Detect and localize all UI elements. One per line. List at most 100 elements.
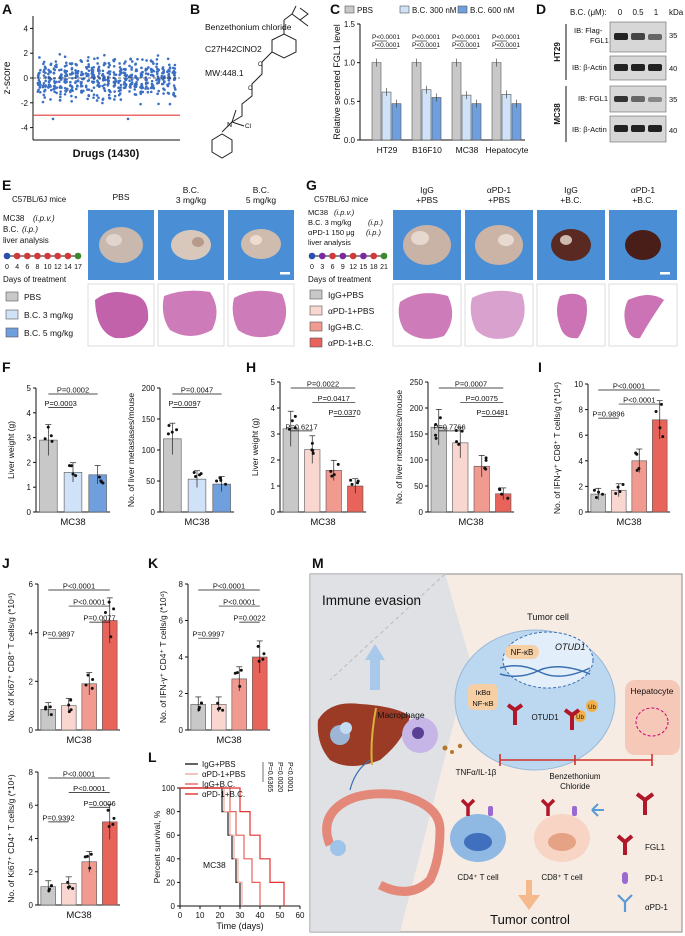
g-photo-title-1a: IgG — [420, 185, 434, 195]
a-point — [44, 67, 47, 70]
h-right-data-point — [500, 492, 504, 496]
k-data-point — [261, 657, 265, 661]
j-top-data-point — [44, 705, 48, 709]
timeline-dot — [329, 252, 336, 260]
a-point — [81, 73, 84, 76]
a-point — [149, 73, 153, 77]
a-point — [55, 65, 58, 69]
a-point — [124, 60, 127, 63]
l-y-tick-label: 20 — [166, 878, 175, 887]
f-left-data-point — [50, 439, 54, 443]
d-row-label-4: IB: β-Actin — [572, 125, 607, 134]
f-left-data-point — [97, 475, 101, 479]
f-right-p-value: P=0.0097 — [169, 399, 201, 408]
a-point — [166, 84, 169, 87]
h-left-x-label: MC38 — [310, 517, 335, 528]
i-data-point — [616, 485, 620, 489]
timeline-dot — [370, 252, 378, 260]
a-point — [55, 86, 58, 89]
g-photo-title-3b: +B.C. — [560, 195, 582, 205]
c-p-value: P<0.0001 — [492, 34, 520, 41]
m-cytokines: TNFα/IL-1β — [456, 768, 497, 777]
panel-a: A 4 2 0 -2 -4 z-score Drugs (1430) — [2, 1, 180, 160]
a-point — [74, 69, 77, 72]
g-legend-label: αPD-1+PBS — [328, 306, 375, 316]
a-point — [69, 84, 72, 88]
a-point — [69, 80, 72, 84]
a-point — [163, 80, 166, 84]
l-p-value: P=0.0020 — [276, 762, 283, 792]
a-point — [130, 60, 134, 63]
f-right-data-point — [166, 432, 170, 436]
a-point — [49, 62, 53, 66]
a-point — [125, 74, 128, 78]
c-bars — [371, 58, 522, 141]
a-point — [71, 89, 74, 92]
k-data-point — [239, 668, 243, 672]
panel-letter-f: F — [2, 359, 11, 375]
timeline-dot — [308, 252, 316, 260]
l-y-tick-label: 60 — [166, 831, 175, 840]
a-point — [119, 92, 122, 95]
l-x-tick-label: 60 — [296, 911, 305, 920]
f-left-data-point — [46, 425, 50, 429]
j-top-data-point — [69, 708, 73, 712]
f-left-data-point — [71, 472, 75, 476]
h-left-p-value: P=0.0022 — [307, 380, 339, 389]
j-bottom-y-tick-label: 2 — [29, 868, 34, 877]
c-bar — [451, 62, 462, 141]
f-left-data-point — [49, 434, 53, 438]
panel-letter-g: G — [306, 177, 317, 193]
a-point — [63, 70, 67, 73]
a-point — [76, 85, 79, 88]
a-point — [128, 64, 131, 68]
timeline-day: 3 — [320, 264, 324, 271]
i-data-point — [658, 426, 662, 430]
h-left-data-point — [310, 448, 314, 452]
h-left-data-point — [311, 451, 315, 455]
a-point — [68, 62, 72, 65]
l-x-tick-label: 0 — [178, 911, 183, 920]
g-step-mc38: MC38 — [308, 208, 328, 217]
a-point — [53, 79, 56, 83]
j-top-data-point — [69, 698, 73, 702]
a-point — [167, 68, 170, 72]
e-photo-title-2b: 3 mg/kg — [176, 195, 207, 205]
a-point — [70, 62, 74, 65]
l-legend-label: αPD-1+B.C. — [202, 790, 245, 799]
a-point — [157, 68, 160, 71]
h-left-p-value: P=0.0370 — [328, 408, 360, 417]
a-point — [86, 97, 89, 101]
a-point — [135, 76, 139, 80]
l-x-tick-label: 50 — [276, 911, 285, 920]
h-right-y-tick-label: 200 — [410, 404, 424, 413]
a-y-tick-label: 4 — [24, 24, 29, 33]
i-data-point — [618, 490, 622, 494]
a-point — [93, 57, 96, 61]
a-point — [113, 90, 116, 93]
a-point — [109, 90, 112, 94]
m-legend-fgl1: FGL1 — [645, 843, 666, 852]
a-point — [47, 68, 50, 72]
e-step-bc-route: (i.p.) — [22, 225, 38, 234]
timeline-day: 0 — [5, 264, 9, 271]
c-x-label: B16F10 — [412, 145, 442, 155]
panel-i-chart: 0 2 4 6 8 10 P<0.0001 P<0.0001 P=0.9896 MC38 No. o… — [552, 380, 670, 528]
k-y-label: No. of IFN-γ⁺ CD4⁺ T cells/g (*10⁴) — [158, 591, 168, 723]
timeline-dot — [34, 252, 41, 260]
j-top-p-value: P<0.0001 — [63, 582, 95, 591]
c-y-label: Relative secreted FGL1 level — [332, 24, 342, 140]
j-top-p-value: P<0.0001 — [73, 598, 105, 607]
a-point — [97, 96, 100, 100]
a-point — [43, 96, 47, 99]
m-up-arrow — [365, 644, 385, 690]
j-top-data-point — [67, 710, 71, 714]
a-point — [58, 52, 62, 56]
c-bar — [371, 62, 382, 141]
a-point — [139, 102, 142, 106]
a-point — [63, 55, 67, 59]
j-bottom-p-value: P<0.0001 — [63, 770, 95, 779]
f-left-y-tick-label: 3 — [27, 434, 32, 443]
j-top-p-value: P=0.9897 — [42, 630, 74, 639]
i-p-value: P=0.9896 — [592, 410, 624, 419]
